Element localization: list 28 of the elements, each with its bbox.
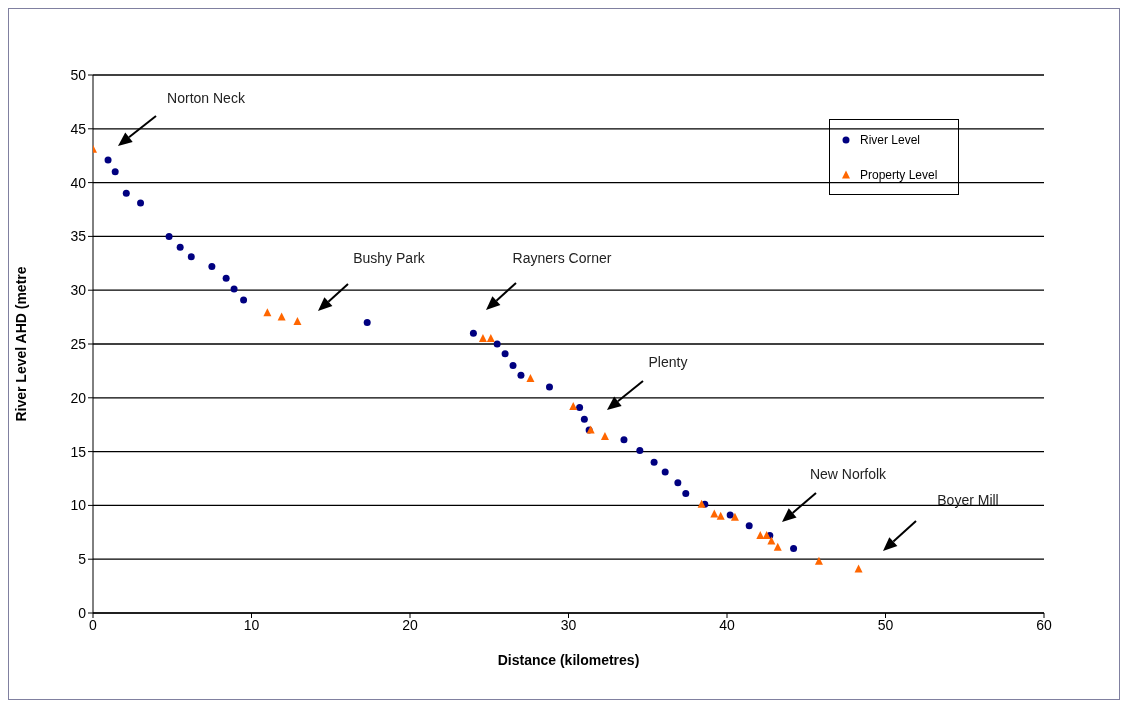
y-tick-label: 5: [78, 551, 87, 568]
annotation: Plenty: [648, 354, 688, 370]
x-tick-label: 30: [560, 616, 577, 633]
y-tick-label: 50: [70, 66, 87, 83]
legend-label: River Level: [860, 132, 921, 147]
y-tick-label: 15: [70, 443, 87, 460]
y-axis-title: River Level AHD (metre: [12, 266, 29, 422]
annotation: New Norfolk: [809, 466, 888, 482]
y-tick-label: 20: [70, 389, 87, 406]
x-tick-label: 20: [402, 616, 418, 633]
y-tick-label: 35: [70, 228, 87, 245]
y-tick-label: 25: [70, 335, 87, 352]
x-tick-label: 50: [877, 616, 894, 633]
x-tick-label: 60: [1036, 616, 1052, 633]
annotation: Boyer Mill: [937, 492, 999, 508]
y-tick-label: 10: [70, 497, 87, 514]
legend-label: Property Level: [860, 167, 938, 182]
x-tick-label: 40: [719, 616, 735, 633]
y-tick-label: 40: [70, 174, 87, 191]
annotation: Bushy Park: [353, 250, 426, 266]
y-tick-label: 0: [78, 604, 87, 621]
annotation: Norton Neck: [167, 90, 246, 106]
x-tick-label: 10: [243, 616, 260, 633]
annotation: Rayners Corner: [512, 250, 612, 266]
y-tick-label: 30: [70, 282, 87, 299]
x-tick-label: 0: [89, 616, 98, 633]
y-tick-label: 45: [70, 120, 87, 137]
x-axis-title: Distance (kilometres): [497, 652, 640, 668]
